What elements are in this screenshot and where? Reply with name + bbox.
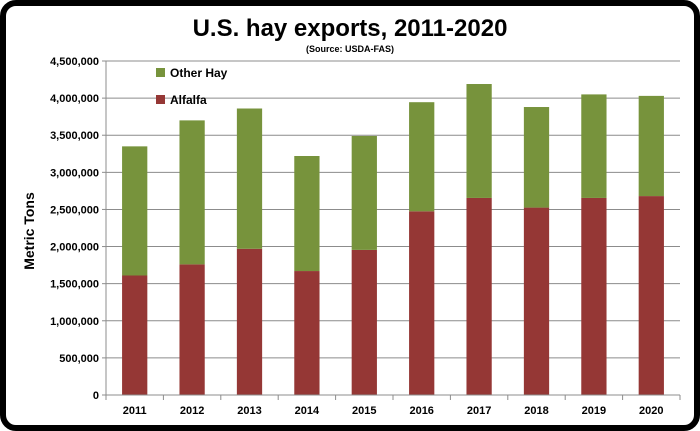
legend-swatch-other-hay [156, 68, 165, 77]
bar-other-hay-2011 [122, 146, 148, 276]
y-tick-label: 1,000,000 [50, 316, 99, 328]
bar-other-hay-2012 [179, 120, 205, 265]
x-tick-label: 2014 [295, 405, 320, 417]
legend: Other Hay Alfalfa [156, 66, 228, 107]
bar-other-hay-2013 [236, 108, 263, 249]
bars [122, 84, 664, 395]
bar-other-hay-2014 [294, 156, 320, 272]
x-tick-label: 2019 [582, 405, 606, 417]
x-tick-label: 2015 [352, 405, 376, 417]
y-tick-label: 2,000,000 [50, 242, 99, 254]
y-tick-label: 4,500,000 [50, 56, 99, 68]
legend-label-alfalfa: Alfalfa [170, 93, 207, 107]
y-tick-label: 500,000 [59, 353, 99, 365]
x-tick-label: 2018 [524, 405, 548, 417]
bar-alfalfa-2016 [409, 211, 435, 395]
legend-label-other-hay: Other Hay [170, 66, 228, 80]
bar-other-hay-2015 [351, 135, 377, 250]
bar-other-hay-2016 [409, 102, 435, 212]
bar-other-hay-2017 [466, 84, 492, 198]
bar-alfalfa-2013 [236, 248, 263, 395]
x-tick-label: 2012 [180, 405, 204, 417]
y-tick-label: 0 [93, 390, 99, 402]
y-axis-label: Metric Tons [21, 192, 37, 270]
bar-alfalfa-2018 [523, 207, 550, 395]
bar-alfalfa-2014 [294, 271, 320, 395]
chart-title: U.S. hay exports, 2011-2020 [193, 15, 508, 42]
bar-alfalfa-2015 [351, 249, 377, 395]
legend-swatch-alfalfa [156, 95, 165, 104]
chart-canvas: U.S. hay exports, 2011-2020 (Source: USD… [21, 15, 681, 417]
x-tick-label: 2017 [467, 405, 491, 417]
bar-other-hay-2019 [581, 94, 607, 198]
y-tick-label: 3,000,000 [50, 167, 99, 179]
axes: 0 500,000 1,000,000 1,500,000 2,000,000 2,500… [50, 56, 681, 417]
x-tick-label: 2016 [409, 405, 433, 417]
y-tick-label: 4,000,000 [50, 93, 99, 105]
bar-alfalfa-2020 [638, 196, 664, 395]
bar-alfalfa-2011 [122, 275, 148, 395]
bar-other-hay-2018 [523, 107, 550, 208]
y-tick-label: 1,500,000 [50, 279, 99, 291]
x-tick-label: 2011 [123, 405, 147, 417]
bar-other-hay-2020 [638, 95, 664, 197]
bar-alfalfa-2012 [179, 264, 205, 395]
x-tick-label: 2020 [639, 405, 663, 417]
y-tick-label: 3,500,000 [50, 130, 99, 142]
chart-subtitle: (Source: USDA-FAS) [306, 44, 394, 54]
y-tick-label: 2,500,000 [50, 204, 99, 216]
x-tick-label: 2013 [237, 405, 261, 417]
bar-alfalfa-2017 [466, 197, 492, 395]
bar-alfalfa-2019 [581, 197, 607, 395]
